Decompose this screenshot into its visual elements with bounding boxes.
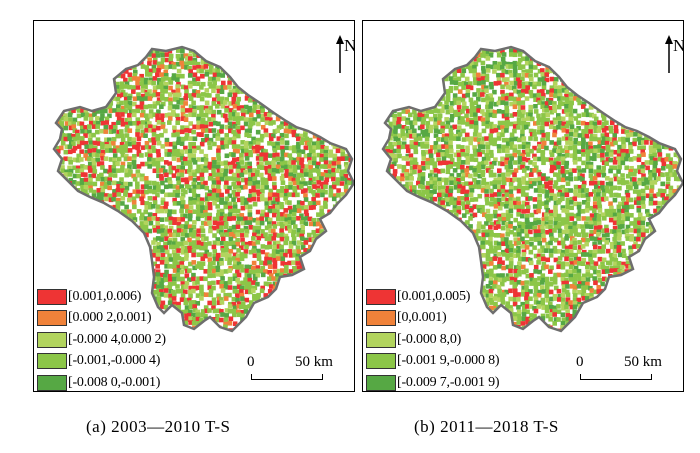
figure-caption-b: (b) 2011—2018 T-S [414,417,559,436]
scale-zero-label: 0 [576,354,584,370]
legend-item: [-0.008 0,-0.001) [37,372,166,391]
legend-swatch [37,331,67,348]
scale-bar-b: 0 50 km [576,354,676,384]
legend-label: [-0.000 4,0.000 2) [68,331,166,347]
legend-item: [0,0.001) [366,308,499,330]
legend-item: [0.001,0.005) [366,286,499,308]
scale-bar-a: 0 50 km [247,354,347,384]
scale-distance-label: 50 km [624,354,662,370]
north-arrow-icon [665,35,673,73]
legend-label: [-0.000 8,0) [397,331,462,347]
legend-label: [0.000 2,0.001) [68,310,152,326]
legend-swatch [37,353,67,370]
scale-bar-line [251,374,323,380]
legend-swatch [37,374,67,391]
legend-item: [-0.000 8,0) [366,329,499,351]
legend-item: [-0.009 7,-0.001 9) [366,372,500,391]
legend-swatch [366,310,396,327]
legend-item: [0.000 2,0.001) [37,308,166,330]
scale-bar-line [580,374,652,380]
trend-map-a [52,45,354,333]
legend-label: [-0.008 0,-0.001) [68,374,161,390]
figure-caption-a: (a) 2003—2010 T-S [86,417,231,436]
legend-label: [-0.001 9,-0.000 8) [397,353,500,369]
legend-label: [0.001,0.006) [68,288,142,304]
legend-label: [-0.009 7,-0.001 9) [397,374,500,390]
north-arrow-icon [336,35,344,73]
legend-swatch [366,353,396,370]
scale-zero-label: 0 [247,354,255,370]
legend-b: [0.001,0.005) [0,0.001) [-0.000 8,0) [-0… [366,286,500,391]
map-panel-b: N [0.001,0.005) [0,0.001) [-0.000 8,0) [… [362,20,684,392]
scale-distance-label: 50 km [295,354,333,370]
legend-swatch [366,374,396,391]
legend-label: [0.001,0.005) [397,288,471,304]
legend-item: [-0.001 9,-0.000 8) [366,351,500,373]
legend-label: [-0.001,-0.000 4) [68,353,161,369]
trend-map-b [381,45,683,333]
region-boundary-a [52,45,354,333]
legend-a: [0.001,0.006) [0.000 2,0.001) [-0.000 4,… [37,286,166,391]
legend-swatch [37,310,67,327]
legend-swatch [37,288,67,305]
region-boundary-b [381,45,683,333]
north-label: N [673,37,683,54]
legend-item: [-0.001,-0.000 4) [37,351,166,373]
map-panel-a: N [0.001,0.006) [0.000 2,0.001) [-0.000 … [33,20,355,392]
north-label: N [344,37,354,54]
legend-item: [0.001,0.006) [37,286,166,308]
legend-item: [-0.000 4,0.000 2) [37,329,166,351]
legend-label: [0,0.001) [397,310,447,326]
legend-swatch [366,331,396,348]
legend-swatch [366,288,396,305]
